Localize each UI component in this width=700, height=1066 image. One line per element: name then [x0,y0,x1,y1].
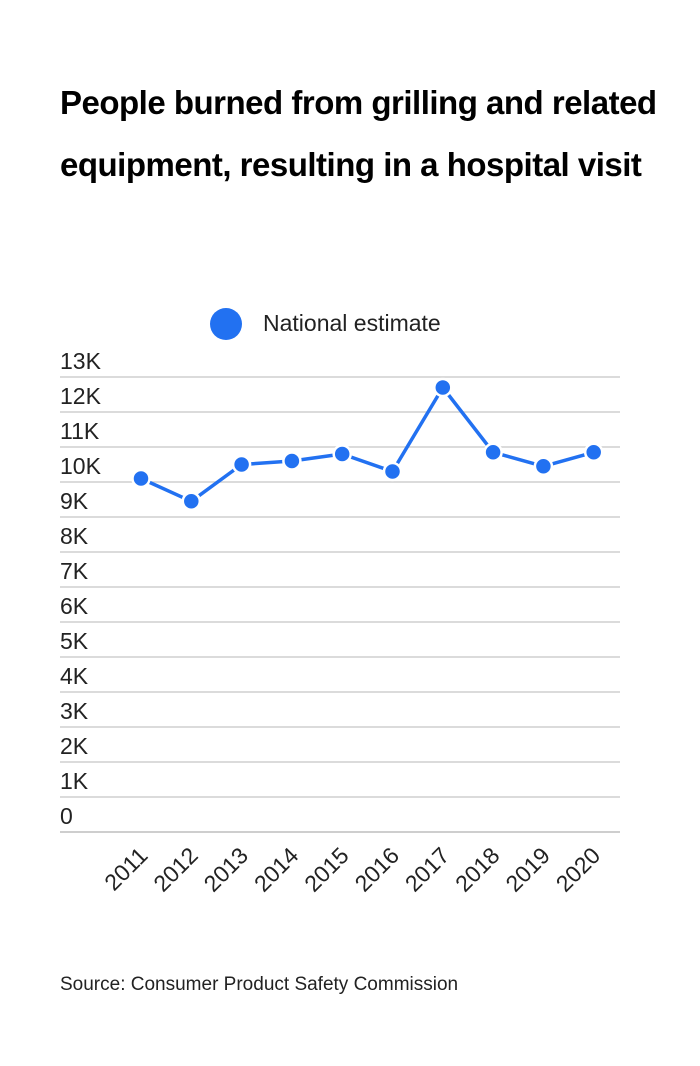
y-tick-label: 4K [60,663,89,689]
data-point [533,456,554,476]
data-point [433,377,453,398]
series-line [139,385,596,504]
data-point [282,451,302,471]
source-note: Source: Consumer Product Safety Commissi… [60,974,459,995]
y-tick-label: 3K [60,698,89,724]
chart: National estimate 0 1K 2K 3K 4K 5K 6K 7K 8K 9K 10K… [60,308,620,897]
y-axis-ticks: 0 1K 2K 3K 4K 5K 6K 7K 8K 9K 10K 11K 12K 13K [60,348,102,829]
data-point [131,468,151,489]
y-tick-label: 13K [60,348,102,374]
x-tick-label: 2011 [99,842,152,895]
y-tick-label: 8K [60,523,89,549]
x-tick-label: 2014 [249,842,304,897]
y-tick-label: 9K [60,488,89,514]
y-tick-label: 5K [60,628,89,654]
data-point [382,461,403,482]
y-tick-label: 6K [60,593,89,619]
data-point [483,442,503,462]
y-tick-label: 7K [60,558,89,584]
legend-label: National estimate [263,310,441,336]
x-tick-label: 2012 [148,842,203,897]
y-tick-label: 10K [60,453,102,479]
data-point [181,491,202,511]
x-tick-label: 2015 [299,842,354,897]
x-tick-label: 2020 [551,842,606,897]
y-tick-label: 2K [60,733,89,759]
series-national-estimate [131,377,604,511]
x-tick-label: 2017 [400,842,455,897]
y-tick-label: 0 [60,803,73,829]
y-tick-label: 1K [60,768,89,794]
x-tick-label: 2018 [450,842,505,897]
data-point [583,442,604,462]
x-tick-label: 2016 [349,842,404,897]
y-tick-label: 12K [60,383,102,409]
data-point [231,454,252,475]
x-tick-label: 2013 [199,842,254,897]
legend-marker [210,308,242,340]
data-point [332,444,352,464]
y-tick-label: 11K [60,418,100,444]
legend: National estimate [210,308,441,340]
x-tick-label: 2019 [500,842,555,897]
chart-title: People burned from grilling and related … [60,84,657,183]
